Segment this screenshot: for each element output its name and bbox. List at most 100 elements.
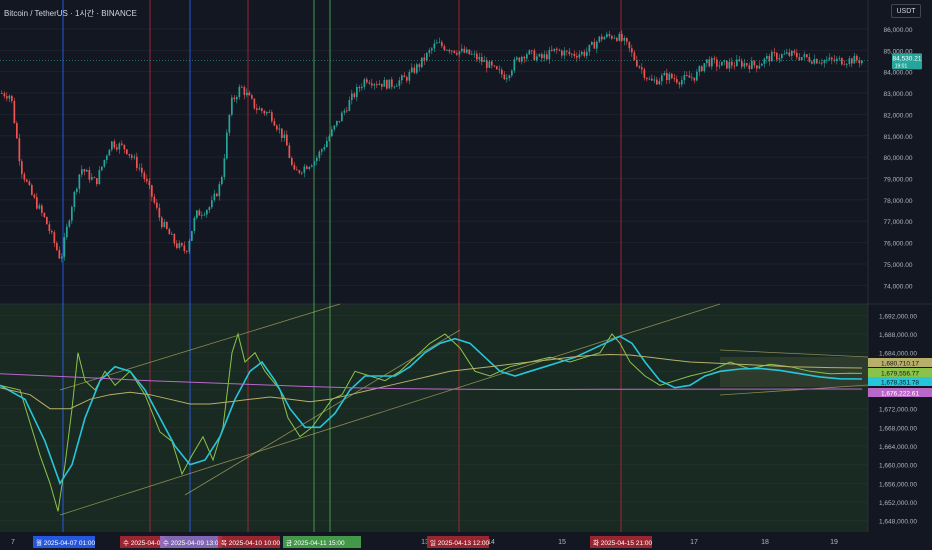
candle-body xyxy=(618,33,621,41)
price-axis[interactable]: 86,000.00 85,000.00 84,000.00 83,000.00 82,0… xyxy=(868,27,932,526)
candle-body xyxy=(426,52,428,61)
candle-body xyxy=(656,79,658,85)
candle-body xyxy=(733,65,736,67)
candle-body xyxy=(543,54,546,59)
candle-body xyxy=(558,49,561,51)
candle-body xyxy=(601,36,603,40)
candle-body xyxy=(746,63,748,66)
candle-body xyxy=(728,61,731,69)
candle-body xyxy=(693,77,696,81)
time-marker-badge[interactable] xyxy=(283,536,361,548)
indicator-tick-label: 1,652,000.00 xyxy=(879,500,917,507)
candle-body xyxy=(18,138,21,162)
time-marker-badge[interactable] xyxy=(160,536,222,548)
candle-body xyxy=(96,178,98,185)
candle-body xyxy=(333,125,336,130)
candle-body xyxy=(31,184,33,195)
candle-body xyxy=(721,61,723,66)
time-marker-badge[interactable] xyxy=(120,536,165,548)
candle-body xyxy=(203,214,206,216)
candle-body xyxy=(398,80,401,86)
candle-body xyxy=(573,53,576,57)
candle-body xyxy=(856,55,858,61)
candle-body xyxy=(391,79,393,87)
candle-body xyxy=(541,54,543,59)
candle-body xyxy=(718,65,721,67)
candle-body xyxy=(451,50,453,52)
candle-body xyxy=(548,49,551,60)
candle-body xyxy=(433,43,436,49)
candle-body xyxy=(423,57,426,61)
candle-body xyxy=(606,34,608,38)
candle-body xyxy=(328,136,331,141)
candle-body xyxy=(436,42,438,44)
candle-body xyxy=(681,80,683,85)
candle-body xyxy=(506,77,508,80)
indicator-value-label: 1,679,556.77 xyxy=(881,371,919,378)
candle-body xyxy=(481,57,483,62)
time-axis[interactable]: 7 13 14 15 17 18 19 월 2025-04-07 01:00 수 2025-04… xyxy=(0,532,932,550)
candle-body xyxy=(786,52,788,54)
time-marker-label: 목 2025-04-10 10:00 xyxy=(221,539,280,547)
channel-line xyxy=(719,384,869,396)
time-tick-label: 14 xyxy=(487,539,495,546)
candle-body xyxy=(403,75,406,78)
candle-body xyxy=(476,53,478,60)
candle-body xyxy=(228,114,231,133)
candle-body xyxy=(33,194,36,198)
candle-body xyxy=(568,51,571,55)
time-marker-badge[interactable] xyxy=(218,536,280,548)
candle-body xyxy=(491,61,493,66)
candle-body xyxy=(101,166,103,171)
candle-body xyxy=(741,60,743,67)
time-marker-badge[interactable] xyxy=(590,536,652,548)
candle-body xyxy=(341,112,343,122)
candle-body xyxy=(836,58,838,62)
indicator-tick-label: 1,664,000.00 xyxy=(879,444,917,451)
price-tick-label: 75,000.00 xyxy=(884,262,913,269)
candle-body xyxy=(768,56,771,62)
candle-body xyxy=(181,243,183,246)
candle-body xyxy=(218,184,221,197)
time-tick-label: 15 xyxy=(558,539,566,546)
last-price-countdown: 19:01 xyxy=(895,63,908,69)
time-tick-label: 13 xyxy=(421,539,429,546)
indicator-tick-label: 1,668,000.00 xyxy=(879,425,917,432)
candle-body xyxy=(708,59,711,67)
candle-body xyxy=(511,70,513,76)
candle-body xyxy=(831,57,833,60)
candle-body xyxy=(378,83,381,86)
candle-body xyxy=(798,57,801,60)
candle-body xyxy=(486,60,488,68)
candle-body xyxy=(28,181,31,185)
candle-body xyxy=(668,73,671,81)
candle-body xyxy=(126,149,128,155)
candle-body xyxy=(276,125,278,130)
candle-body xyxy=(723,60,726,62)
time-marker-badge[interactable] xyxy=(33,536,95,548)
candle-body xyxy=(513,59,516,71)
candle-body xyxy=(691,77,693,79)
candle-body xyxy=(68,220,71,227)
candle-body xyxy=(123,144,126,150)
candle-body xyxy=(291,158,293,165)
candle-body xyxy=(516,57,518,60)
indicator-lines xyxy=(0,332,863,512)
time-marker-badge[interactable] xyxy=(427,536,489,548)
candle-body xyxy=(621,33,623,41)
candle-body xyxy=(743,63,746,67)
candle-body xyxy=(751,60,753,70)
candle-body xyxy=(288,145,291,159)
candle-body xyxy=(603,37,606,40)
candle-body xyxy=(118,143,121,150)
candle-body xyxy=(71,207,73,221)
candle-body xyxy=(808,57,811,62)
candle-body xyxy=(201,214,203,216)
candle-body xyxy=(626,37,628,42)
candle-body xyxy=(761,63,763,66)
candle-body xyxy=(128,154,131,156)
candle-body xyxy=(823,60,826,64)
currency-button[interactable]: USDT xyxy=(891,4,921,18)
candle-body xyxy=(608,34,611,36)
